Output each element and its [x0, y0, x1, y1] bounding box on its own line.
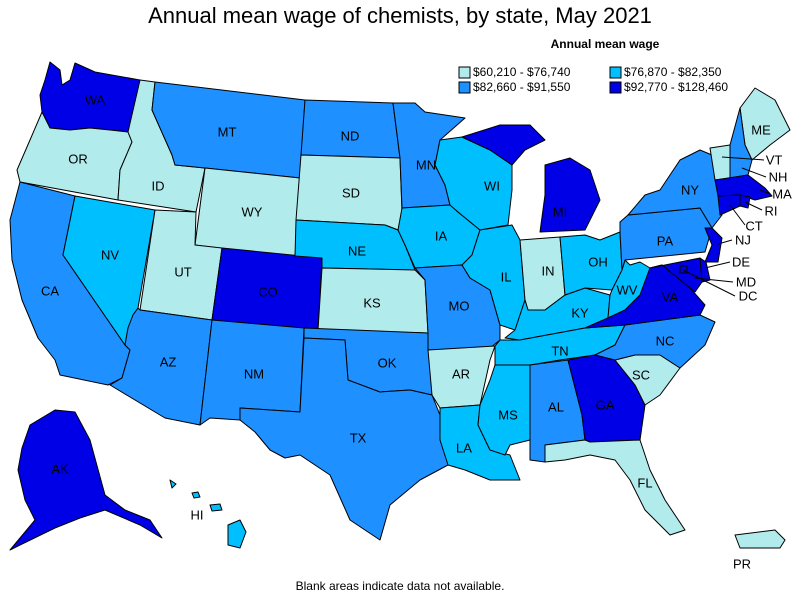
state-ct[interactable]: [717, 194, 741, 216]
leader-dc: [682, 269, 736, 297]
state-label-tx: TX: [350, 430, 367, 445]
state-il[interactable]: [461, 224, 526, 331]
state-ri[interactable]: [739, 194, 751, 209]
legend-label-2: $76,870 - $82,350: [624, 65, 722, 79]
state-label-dc: DC: [739, 288, 758, 303]
state-ak[interactable]: [9, 409, 163, 551]
state-label-wa: WA: [85, 92, 106, 107]
leader-nh: [741, 167, 767, 178]
states-layer: [9, 61, 791, 551]
state-label-ok: OK: [378, 355, 397, 370]
state-label-ca: CA: [41, 283, 59, 298]
legend-swatch-4: [609, 81, 622, 94]
state-label-wy: WY: [242, 204, 263, 219]
state-label-ny: NY: [681, 182, 699, 197]
state-label-nh: NH: [769, 169, 788, 184]
state-label-mo: MO: [449, 298, 470, 313]
state-md[interactable]: [649, 257, 703, 293]
state-label-co: CO: [258, 284, 278, 299]
state-label-pr: PR: [733, 556, 751, 571]
state-label-id: ID: [152, 178, 165, 193]
state-label-sc: SC: [632, 367, 650, 382]
state-labels: WA OR CA ID NV MT WY UT AZ CO NM ND SD N…: [41, 92, 792, 571]
state-label-ky: KY: [571, 305, 589, 320]
state-label-wi: WI: [484, 178, 500, 193]
state-hi[interactable]: [169, 479, 247, 549]
leader-nj: [717, 239, 733, 245]
footnote: Blank areas indicate data not available.: [296, 579, 505, 593]
leader-de: [704, 261, 731, 269]
legend-label-1: $60,210 - $76,740: [473, 65, 571, 79]
legend-label-3: $82,660 - $91,550: [473, 80, 571, 94]
state-label-md: MD: [736, 274, 756, 289]
state-label-az: AZ: [160, 354, 177, 369]
leader-ri: [744, 201, 763, 211]
leader-vt: [721, 156, 765, 161]
state-label-me: ME: [751, 122, 771, 137]
state-label-de: DE: [732, 254, 750, 269]
leader-ma: [759, 189, 771, 195]
state-label-sd: SD: [342, 185, 360, 200]
state-label-il: IL: [501, 269, 512, 284]
state-label-ms: MS: [498, 407, 518, 422]
state-label-nd: ND: [341, 128, 360, 143]
state-label-ct: CT: [745, 218, 762, 233]
state-label-ne: NE: [348, 243, 366, 258]
state-mi[interactable]: [461, 124, 601, 233]
map-title: Annual mean wage of chemists, by state, …: [148, 3, 652, 28]
state-label-wv: WV: [617, 282, 638, 297]
state-label-in: IN: [542, 263, 555, 278]
state-label-la: LA: [456, 440, 472, 455]
state-label-ak: AK: [51, 461, 69, 476]
legend-title: Annual mean wage: [551, 37, 660, 51]
state-fl[interactable]: [544, 439, 686, 536]
state-label-ga: GA: [596, 397, 615, 412]
state-tx[interactable]: [239, 337, 449, 541]
legend-swatch-2: [609, 66, 622, 79]
state-label-ks: KS: [363, 295, 381, 310]
state-label-vt: VT: [766, 152, 783, 167]
legend-label-4: $92,770 - $128,460: [624, 80, 728, 94]
state-pr[interactable]: [734, 529, 786, 549]
state-label-mn: MN: [416, 157, 436, 172]
state-nj[interactable]: [704, 227, 723, 263]
state-label-nv: NV: [101, 247, 119, 262]
legend-swatch-3: [458, 81, 471, 94]
state-label-al: AL: [548, 399, 564, 414]
state-label-ia: IA: [435, 228, 448, 243]
state-label-tn: TN: [551, 343, 568, 358]
state-label-nm: NM: [244, 366, 264, 381]
state-label-mi: MI: [553, 204, 567, 219]
state-label-ut: UT: [174, 264, 191, 279]
state-label-va: VA: [662, 289, 679, 304]
state-label-fl: FL: [637, 475, 652, 490]
legend-swatch-1: [458, 66, 471, 79]
leader-ct: [729, 204, 746, 226]
state-label-nc: NC: [656, 333, 675, 348]
state-label-ri: RI: [765, 203, 778, 218]
state-label-hi: HI: [191, 507, 204, 522]
state-label-or: OR: [68, 151, 88, 166]
legend: Annual mean wage $60,210 - $76,740 $76,8…: [458, 37, 728, 94]
state-label-pa: PA: [657, 233, 674, 248]
state-label-mt: MT: [218, 124, 237, 139]
state-label-nj: NJ: [735, 232, 751, 247]
state-label-ma: MA: [772, 186, 792, 201]
state-label-ar: AR: [452, 366, 470, 381]
state-label-oh: OH: [588, 254, 608, 269]
state-nc[interactable]: [594, 314, 716, 369]
